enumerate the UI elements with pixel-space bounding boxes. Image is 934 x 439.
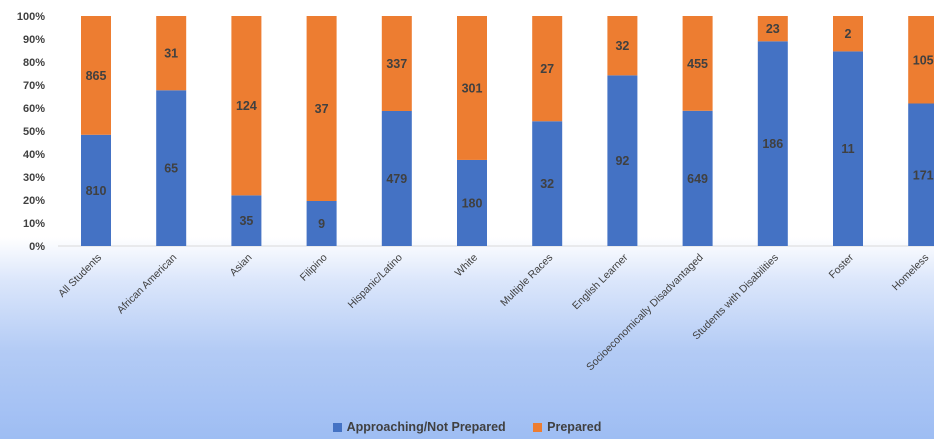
bar-segment-approaching (833, 51, 863, 247)
y-tick-label: 20% (23, 195, 45, 207)
data-label-prepared: 37 (315, 102, 329, 116)
bar-segment-prepared (532, 16, 563, 122)
bar-segment-prepared (306, 16, 337, 201)
y-tick-label: 100% (17, 11, 45, 23)
bar-segment-approaching (908, 103, 934, 246)
x-category-label: African American (115, 252, 180, 317)
data-label-approaching: 810 (86, 184, 107, 198)
x-category-label: Filipino (298, 252, 330, 284)
legend-swatch-prepared (533, 422, 543, 432)
data-label-prepared: 124 (236, 99, 257, 113)
data-label-approaching: 92 (615, 154, 629, 168)
bar-segment-prepared (682, 16, 713, 111)
y-tick-label: 80% (23, 57, 45, 69)
x-category-label: Students with Disabilities (690, 252, 781, 343)
legend-swatch-approaching (332, 422, 342, 432)
x-category-label: White (453, 252, 481, 280)
data-label-prepared: 301 (462, 81, 483, 95)
x-category-label: English Learner (570, 251, 631, 312)
data-label-prepared: 23 (766, 22, 780, 36)
legend-item-prepared: Prepared (533, 420, 601, 434)
bar-segment-prepared (81, 16, 111, 135)
y-tick-label: 90% (23, 34, 45, 46)
x-category-label: Foster (827, 251, 857, 281)
data-label-approaching: 649 (687, 172, 708, 186)
data-label-approaching: 35 (239, 214, 253, 228)
x-category-label: All Students (56, 252, 104, 300)
data-label-approaching: 171 (913, 168, 934, 182)
x-category-label: Multiple Races (498, 252, 555, 309)
x-category-label: Asian (227, 252, 254, 279)
x-category-label: Hispanic/Latino (346, 252, 405, 311)
bar-segment-prepared (908, 16, 934, 104)
data-label-approaching: 180 (462, 196, 483, 210)
bar-segment-approaching (381, 110, 412, 246)
data-label-prepared: 32 (615, 39, 629, 53)
data-label-approaching: 65 (164, 162, 178, 176)
y-tick-label: 50% (23, 126, 45, 138)
legend-item-approaching: Approaching/Not Prepared (332, 420, 506, 434)
bar-segment-approaching (757, 41, 788, 246)
data-label-approaching: 11 (841, 142, 854, 156)
bar-segment-prepared (607, 16, 638, 76)
bar-segment-approaching (532, 121, 563, 246)
bar-segment-approaching (156, 90, 187, 246)
bar-segment-approaching (306, 201, 337, 246)
data-label-prepared: 2 (845, 27, 852, 41)
data-label-prepared: 105 (913, 53, 934, 67)
bar-segment-prepared (156, 16, 187, 91)
stacked-bar-chart: 0% 10% 20% 30% 40% 50% 60% 70% 80% 90% 100% 810 865 A… (17, 11, 934, 374)
y-tick-label: 10% (23, 218, 45, 230)
legend-label-prepared: Prepared (547, 420, 602, 434)
data-label-approaching: 479 (386, 172, 407, 186)
bar-segment-prepared (231, 16, 262, 196)
bar-segment-prepared (457, 16, 487, 160)
bar-segment-prepared (757, 16, 788, 42)
legend: Approaching/Not Prepared Prepared (0, 420, 934, 435)
data-label-approaching: 32 (540, 177, 554, 191)
y-tick-label: 70% (23, 80, 45, 92)
bar-segment-approaching (81, 134, 111, 246)
x-category-label: Socioeconomically Disadvantaged (584, 252, 706, 374)
y-tick-label: 60% (23, 103, 45, 115)
data-label-prepared: 865 (86, 69, 107, 83)
legend-label-approaching: Approaching/Not Prepared (346, 420, 506, 434)
data-label-prepared: 337 (386, 57, 407, 71)
bar-segment-prepared (833, 16, 863, 52)
bar-segment-approaching (607, 75, 638, 247)
y-tick-label: 40% (23, 149, 45, 161)
data-label-prepared: 27 (540, 62, 554, 76)
data-label-approaching: 186 (762, 137, 783, 151)
bar-segment-approaching (231, 195, 262, 246)
data-label-prepared: 455 (687, 57, 708, 71)
bar-segment-prepared (381, 16, 412, 111)
y-tick-label: 30% (23, 172, 45, 184)
y-tick-label: 0% (29, 241, 45, 253)
bar-segment-approaching (682, 110, 713, 247)
data-label-prepared: 31 (164, 47, 178, 61)
data-label-approaching: 9 (318, 217, 325, 231)
bar-segment-approaching (457, 159, 487, 246)
x-category-label: Homeless (890, 252, 931, 293)
